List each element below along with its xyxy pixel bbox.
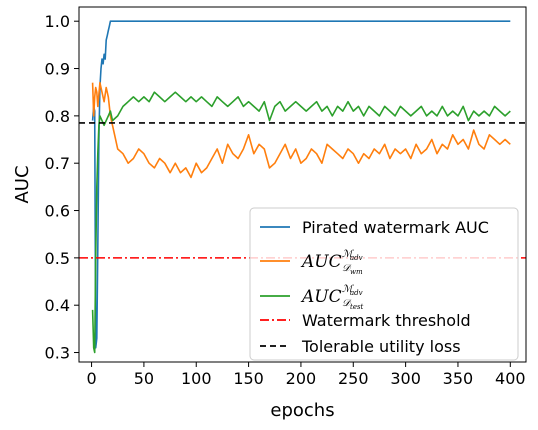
x-tick-label: 150 xyxy=(233,369,264,388)
svg-text:𝒟: 𝒟 xyxy=(342,298,352,309)
y-tick-label: 0.4 xyxy=(45,296,70,315)
legend-label-pirated: Pirated watermark AUC xyxy=(302,218,489,237)
svg-text:𝒟: 𝒟 xyxy=(342,263,352,274)
legend-label-utility: Tolerable utility loss xyxy=(301,337,461,356)
y-axis-label: AUC xyxy=(12,165,33,203)
y-tick-label: 0.5 xyxy=(45,249,70,268)
legend-box xyxy=(249,207,519,361)
x-axis-label: epochs xyxy=(270,400,334,421)
svg-text:ℳ: ℳ xyxy=(342,249,354,260)
x-tick-label: 100 xyxy=(181,369,212,388)
svg-text:ℳ: ℳ xyxy=(342,284,354,295)
svg-text:wm: wm xyxy=(350,268,363,276)
auc-dtest-line xyxy=(91,91,511,354)
y-axis: 0.3 0.4 0.5 0.6 0.7 0.8 0.9 1.0 xyxy=(45,12,79,363)
svg-text:adv: adv xyxy=(350,289,363,297)
x-tick-label: 250 xyxy=(338,369,369,388)
x-tick-label: 350 xyxy=(443,369,474,388)
y-tick-label: 0.6 xyxy=(45,202,70,221)
y-tick-label: 0.9 xyxy=(45,60,70,79)
x-tick-label: 50 xyxy=(134,369,154,388)
y-tick-label: 1.0 xyxy=(45,12,70,31)
svg-text:AUC: AUC xyxy=(300,287,342,307)
y-tick-label: 0.3 xyxy=(45,344,70,363)
auc-dwm-line xyxy=(91,81,511,179)
svg-text:AUC: AUC xyxy=(300,252,342,272)
svg-text:test: test xyxy=(350,303,364,311)
x-tick-label: 300 xyxy=(390,369,421,388)
x-axis: 0 50 100 150 200 250 300 350 400 xyxy=(86,362,526,388)
y-tick-label: 0.7 xyxy=(45,154,70,173)
svg-text:adv: adv xyxy=(350,254,363,262)
x-tick-label: 200 xyxy=(286,369,317,388)
plot-frame xyxy=(78,6,527,363)
x-tick-label: 400 xyxy=(495,369,526,388)
y-tick-label: 0.8 xyxy=(45,107,70,126)
pirated-watermark-auc-line xyxy=(91,20,511,349)
plot-area xyxy=(79,20,526,354)
legend-label-threshold: Watermark threshold xyxy=(302,311,471,330)
x-tick-label: 0 xyxy=(86,369,96,388)
